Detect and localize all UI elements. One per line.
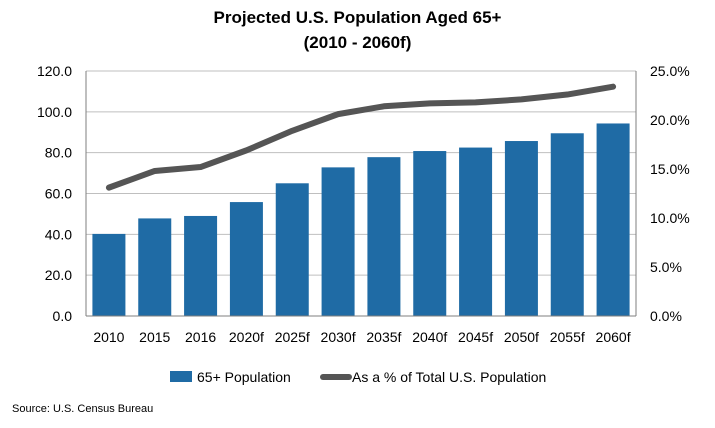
y-right-tick-label: 0.0% [650,308,682,324]
y-right-tick-label: 15.0% [650,161,690,177]
bar [321,167,355,316]
bar [367,157,401,316]
bar [229,202,263,316]
x-tick-label: 2016 [185,329,216,345]
chart-subtitle: (2010 - 2060f) [303,33,412,52]
x-tick-label: 2035f [366,329,401,345]
bar [413,151,447,316]
x-tick-label: 2030f [321,329,356,345]
series-line [105,83,617,191]
y-left-tick-label: 60.0 [45,186,72,202]
y-right-tick-label: 25.0% [650,63,690,79]
y-left-tick-label: 80.0 [45,145,72,161]
bar [459,147,493,316]
bar [184,215,218,316]
source-note: Source: U.S. Census Bureau [12,403,154,415]
y-right-tick-label: 5.0% [650,259,682,275]
bar [550,133,584,316]
x-tick-label: 2040f [412,329,447,345]
y-left-tick-label: 0.0 [53,308,73,324]
x-tick-label: 2060f [596,329,631,345]
bar [596,123,630,317]
y-right-tick-label: 20.0% [650,112,690,128]
x-tick-label: 2050f [504,329,539,345]
y-left-tick-label: 100.0 [37,104,72,120]
y-left-tick-label: 40.0 [45,226,72,242]
bar [92,233,126,316]
bar [275,183,309,316]
x-tick-label: 2045f [458,329,493,345]
legend-label-line: As a % of Total U.S. Population [352,369,546,385]
x-tick-label: 2025f [275,329,310,345]
chart-title: Projected U.S. Population Aged 65+ [213,8,502,27]
y-left-tick-label: 120.0 [37,63,72,79]
bar [138,218,172,316]
y-left-tick-label: 20.0 [45,267,72,283]
x-tick-label: 2055f [550,329,585,345]
legend-label-bar: 65+ Population [197,369,291,385]
bar [504,141,538,316]
x-tick-label: 2015 [139,329,170,345]
x-tick-label: 2010 [93,329,124,345]
legend-swatch-bar [170,371,192,382]
y-right-tick-label: 10.0% [650,210,690,226]
x-tick-label: 2020f [229,329,264,345]
